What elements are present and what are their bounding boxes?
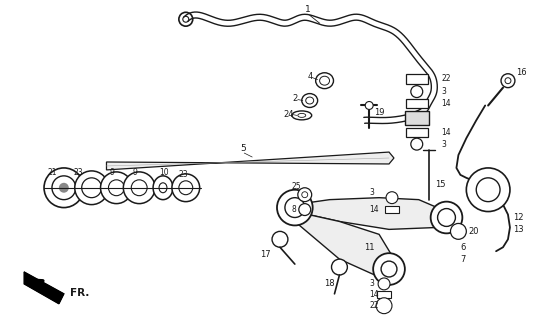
Circle shape <box>378 278 390 290</box>
Bar <box>406 128 428 137</box>
Circle shape <box>172 174 200 202</box>
Text: 23: 23 <box>74 168 83 177</box>
Text: 25: 25 <box>292 182 301 191</box>
Text: 3: 3 <box>369 279 374 288</box>
Circle shape <box>501 74 515 88</box>
Circle shape <box>131 180 147 196</box>
Ellipse shape <box>153 176 173 200</box>
Circle shape <box>438 209 455 227</box>
Circle shape <box>376 298 392 314</box>
Circle shape <box>179 181 193 195</box>
Circle shape <box>332 259 347 275</box>
Polygon shape <box>24 272 64 304</box>
Polygon shape <box>107 152 394 170</box>
Text: 24: 24 <box>283 110 294 119</box>
Text: 22: 22 <box>442 74 451 83</box>
Text: 5: 5 <box>240 144 246 153</box>
Circle shape <box>75 171 108 204</box>
Circle shape <box>52 176 76 200</box>
Ellipse shape <box>306 97 314 104</box>
Polygon shape <box>295 212 399 277</box>
Circle shape <box>450 223 466 239</box>
Circle shape <box>302 192 307 198</box>
Text: 8: 8 <box>292 205 296 214</box>
Circle shape <box>277 190 312 225</box>
Ellipse shape <box>292 111 312 120</box>
Ellipse shape <box>159 183 167 193</box>
Text: 17: 17 <box>260 250 271 259</box>
Circle shape <box>100 172 132 204</box>
Ellipse shape <box>298 113 306 117</box>
Text: 14: 14 <box>442 128 451 137</box>
Text: 12: 12 <box>513 213 523 222</box>
Circle shape <box>476 178 500 202</box>
Bar <box>377 291 391 298</box>
Circle shape <box>285 198 305 218</box>
Text: 18: 18 <box>325 279 335 288</box>
Text: 14: 14 <box>442 99 451 108</box>
Bar <box>406 74 428 84</box>
Circle shape <box>411 138 423 150</box>
Circle shape <box>44 168 84 208</box>
Text: 20: 20 <box>468 227 479 236</box>
Circle shape <box>373 253 405 285</box>
Bar <box>385 206 400 213</box>
Bar <box>405 111 429 125</box>
Text: 14: 14 <box>369 205 379 214</box>
Text: 23: 23 <box>179 170 188 180</box>
Text: 1: 1 <box>305 5 310 14</box>
Text: 6: 6 <box>460 243 466 252</box>
Text: 11: 11 <box>364 243 375 252</box>
Text: FR.: FR. <box>70 288 89 298</box>
Text: 16: 16 <box>516 68 527 77</box>
Text: 15: 15 <box>434 180 445 189</box>
Bar <box>406 99 428 108</box>
Text: 7: 7 <box>460 255 466 264</box>
Circle shape <box>123 172 155 204</box>
Circle shape <box>272 231 288 247</box>
Text: 22: 22 <box>369 301 379 310</box>
Text: 14: 14 <box>369 290 379 299</box>
Circle shape <box>179 12 193 26</box>
Text: 3: 3 <box>442 140 447 148</box>
Text: 3: 3 <box>369 188 374 197</box>
Circle shape <box>59 183 69 193</box>
Text: 9: 9 <box>109 168 114 177</box>
Circle shape <box>386 192 398 204</box>
Ellipse shape <box>320 76 330 85</box>
Ellipse shape <box>302 93 317 108</box>
Text: 21: 21 <box>47 168 56 177</box>
Circle shape <box>108 180 124 196</box>
Circle shape <box>298 188 312 202</box>
Circle shape <box>299 204 311 215</box>
Text: 9: 9 <box>132 168 137 177</box>
Ellipse shape <box>316 73 333 89</box>
Circle shape <box>466 168 510 212</box>
Text: 13: 13 <box>513 225 523 234</box>
Text: 2: 2 <box>293 94 298 103</box>
Circle shape <box>505 78 511 84</box>
Text: 4: 4 <box>307 72 313 81</box>
Text: 19: 19 <box>374 108 385 117</box>
Circle shape <box>365 101 373 109</box>
Circle shape <box>431 202 463 233</box>
Text: 3: 3 <box>442 87 447 96</box>
Circle shape <box>381 261 397 277</box>
Circle shape <box>82 178 102 198</box>
Text: 10: 10 <box>159 168 169 177</box>
Circle shape <box>183 16 189 22</box>
Circle shape <box>411 86 423 98</box>
Polygon shape <box>295 198 453 229</box>
